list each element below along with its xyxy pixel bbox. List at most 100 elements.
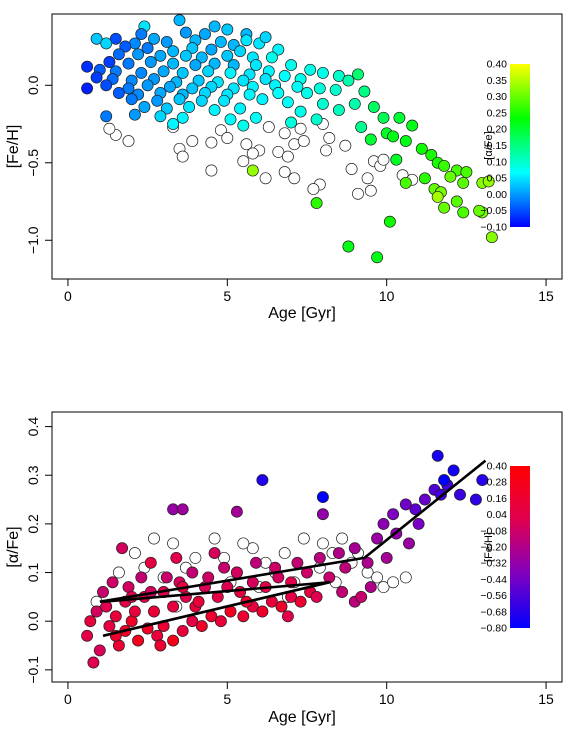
data-point [135,28,148,41]
data-point [183,101,196,113]
data-point [154,639,167,652]
data-point [281,96,294,109]
data-point [112,48,125,61]
data-point [199,28,211,41]
data-point-unclassified [361,172,374,185]
data-point [291,556,304,569]
data-point [399,135,412,148]
data-point-unclassified [240,138,253,151]
data-point [403,537,415,550]
data-point [256,605,269,618]
x-tick-label: 15 [538,288,554,304]
data-point [371,532,384,545]
data-point [163,80,176,93]
data-point [230,505,243,518]
data-point [116,542,129,555]
data-point [90,32,103,45]
data-point [176,503,189,516]
data-point [100,79,113,92]
data-point-unclassified [345,163,358,175]
data-point [100,110,113,123]
x-tick-label: 0 [64,288,72,304]
data-point [189,59,202,72]
data-point [256,474,269,487]
colorbar-tick-label: 0.04 [487,509,508,521]
data-point [246,164,259,177]
data-point [332,547,345,560]
data-point [310,197,323,210]
data-point [285,116,298,129]
data-point [87,656,100,669]
colorbar-title: [Fe/H] [483,532,495,562]
trend-line [99,459,487,603]
data-point [208,104,221,117]
data-point [128,605,141,618]
data-point [450,195,463,208]
data-point [103,56,116,68]
data-point-unclassified [339,139,352,152]
colorbar-tick-label: 0.35 [487,75,508,87]
data-point [316,508,329,521]
data-point [355,590,368,603]
data-point [192,595,205,608]
data-point [438,474,451,487]
data-point [265,51,278,64]
data-point [173,93,186,106]
data-point [460,166,473,179]
data-point [406,119,419,132]
x-tick-label: 10 [379,288,395,304]
data-point [179,26,192,39]
data-point [214,615,227,628]
data-point [272,87,285,99]
data-point [186,42,199,55]
data-point [409,503,422,516]
data-point [205,43,218,56]
data-point-unclassified [103,122,116,135]
data-point-unclassified [112,566,125,579]
data-point [425,149,438,161]
data-point [310,113,323,126]
data-point [224,113,237,126]
data-point [167,600,180,613]
data-point-unclassified [377,153,390,166]
data-point [364,133,377,146]
data-point [135,66,148,79]
data-point [160,102,173,115]
data-point [208,20,221,33]
data-point [119,40,132,53]
data-point [294,105,307,118]
data-point [109,610,122,623]
data-point [418,172,431,185]
data-point [438,159,451,172]
data-point [202,65,215,78]
data-point-unclassified [336,532,349,545]
data-point [195,94,208,107]
data-point [358,85,371,98]
data-point [332,104,345,117]
data-point [246,576,259,589]
data-point-unclassified [364,184,377,197]
data-point [237,119,250,132]
data-point [336,586,349,598]
data-point [157,65,170,78]
data-point [240,34,253,47]
data-point [399,498,412,511]
data-point [186,82,199,95]
data-point [173,14,186,27]
data-point-unclassified [272,145,285,158]
data-point [250,59,262,72]
data-point-unclassified [259,172,272,185]
data-point [348,542,361,555]
data-point-unclassified [189,551,202,564]
data-point [393,111,406,124]
data-point [148,605,160,618]
data-point-unclassified [122,135,135,148]
data-point [234,102,247,115]
data-point [250,111,262,124]
x-tick-label: 5 [223,691,231,707]
colorbar-tick-label: −0.56 [480,590,507,602]
data-point-unclassified [246,542,259,555]
x-tick-label: 5 [223,288,231,304]
data-point [237,610,250,623]
